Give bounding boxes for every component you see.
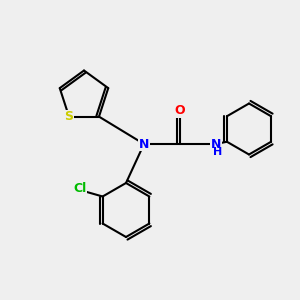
Text: N: N	[139, 137, 149, 151]
Text: O: O	[175, 104, 185, 118]
Text: Cl: Cl	[74, 182, 87, 196]
Text: S: S	[64, 110, 74, 123]
Text: H: H	[213, 147, 222, 158]
Text: N: N	[211, 137, 221, 151]
